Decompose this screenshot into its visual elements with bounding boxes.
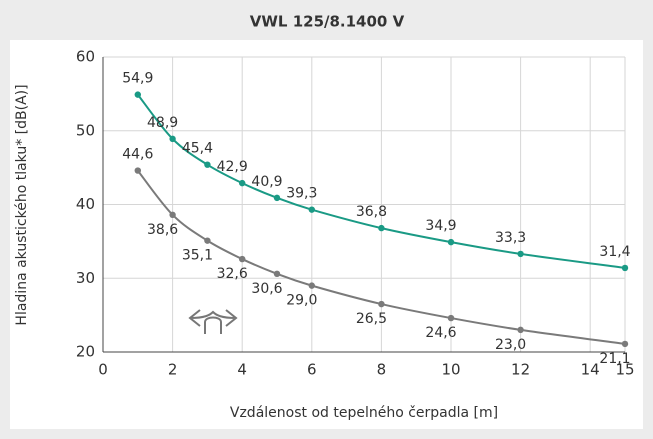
x-tick-label: 2 <box>168 361 178 379</box>
data-label: 34,9 <box>425 218 456 234</box>
data-point <box>517 326 524 334</box>
data-point <box>621 264 629 272</box>
data-label: 35,1 <box>182 248 213 264</box>
data-label: 40,9 <box>251 174 282 190</box>
data-label: 23,0 <box>495 337 526 353</box>
data-point <box>378 300 385 308</box>
data-point <box>308 282 315 289</box>
data-point <box>517 250 524 258</box>
y-tick-label: 20 <box>76 343 95 361</box>
x-tick-label: 0 <box>98 361 108 379</box>
y-tick-label: 40 <box>76 195 95 213</box>
x-tick-label: 12 <box>511 361 530 379</box>
data-label: 26,5 <box>356 311 387 327</box>
data-label: 44,6 <box>122 147 153 163</box>
data-point <box>204 161 211 168</box>
y-axis-label: Hladina akustického tlaku* [dB(A)] <box>14 84 30 325</box>
data-point <box>134 91 141 98</box>
x-tick-label: 14 <box>581 361 600 379</box>
data-label: 31,4 <box>599 244 630 260</box>
data-point <box>447 314 455 322</box>
data-point <box>169 135 176 143</box>
x-tick-label: 10 <box>441 361 460 379</box>
data-label: 54,9 <box>122 71 153 87</box>
data-label: 24,6 <box>425 325 456 341</box>
series-line <box>137 169 626 345</box>
data-point <box>239 255 246 263</box>
panel <box>10 40 643 429</box>
series-line <box>137 93 626 269</box>
data-point <box>273 270 281 278</box>
data-label: 42,9 <box>217 159 248 175</box>
data-label: 29,0 <box>286 293 317 309</box>
data-label: 38,6 <box>147 222 178 238</box>
data-point <box>621 340 629 348</box>
data-point <box>378 224 385 232</box>
data-point <box>239 179 246 187</box>
data-label: 36,8 <box>356 204 387 220</box>
x-tick-label: 4 <box>237 361 247 379</box>
data-point <box>134 167 141 174</box>
data-point <box>169 211 176 219</box>
x-tick-label: 8 <box>377 361 387 379</box>
data-point <box>447 238 455 246</box>
data-label: 21,1 <box>599 351 630 367</box>
data-point <box>204 237 211 244</box>
data-label: 39,3 <box>286 186 317 202</box>
data-label: 48,9 <box>147 115 178 131</box>
data-label: 33,3 <box>495 230 526 246</box>
y-tick-label: 60 <box>76 48 95 66</box>
data-label: 30,6 <box>251 281 282 297</box>
y-tick-label: 30 <box>76 269 95 287</box>
x-tick-label: 15 <box>615 361 634 379</box>
data-label: 45,4 <box>182 141 213 157</box>
x-tick-label: 6 <box>307 361 317 379</box>
x-axis-label: Vzdálenost od tepelného čerpadla [m] <box>230 405 498 421</box>
data-point <box>273 194 281 202</box>
chart-title: VWL 125/8.1400 V <box>250 13 405 31</box>
data-label: 32,6 <box>217 266 248 282</box>
y-tick-label: 50 <box>76 121 95 139</box>
data-point <box>308 206 315 213</box>
icon <box>188 309 238 334</box>
